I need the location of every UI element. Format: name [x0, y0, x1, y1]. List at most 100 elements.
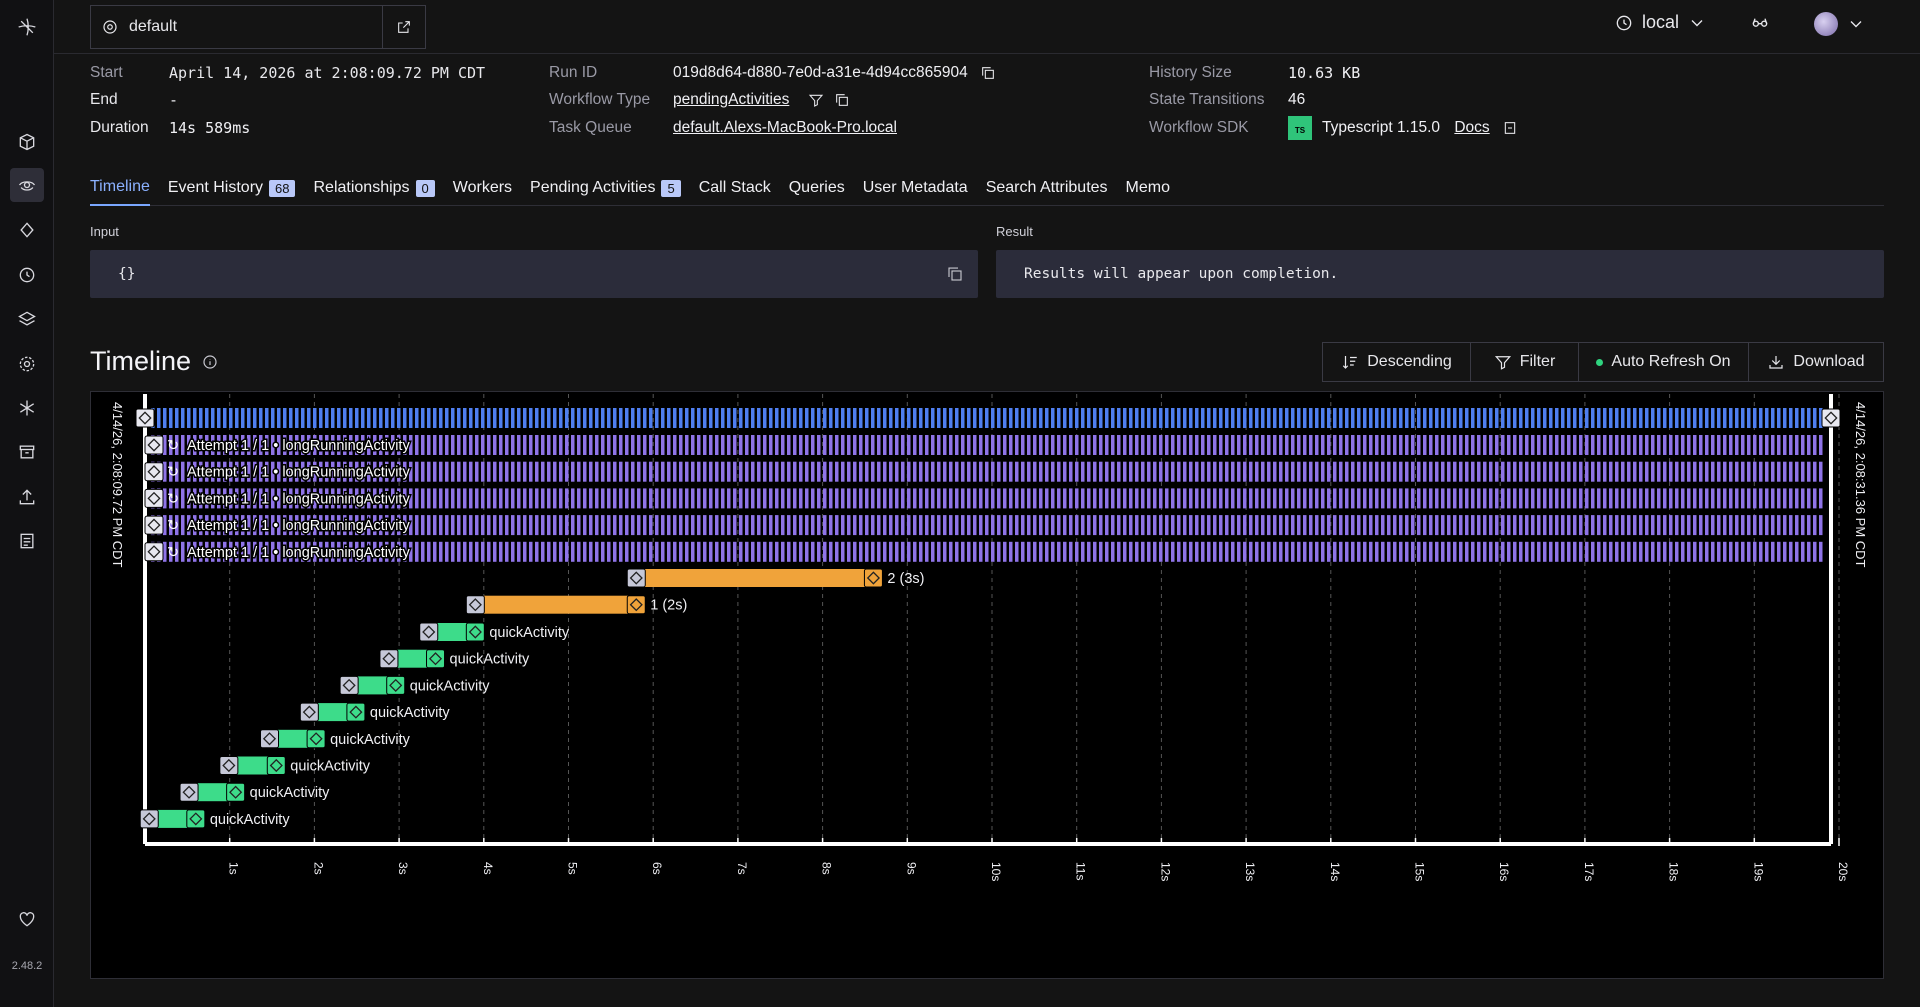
workflow-type-link[interactable]: pendingActivities	[673, 91, 790, 108]
layers-icon[interactable]	[10, 302, 44, 336]
workflow-sdk-row: TS Typescript 1.15.0 Docs	[1288, 116, 1518, 140]
typescript-badge: TS	[1288, 116, 1312, 140]
tab-relationships[interactable]: Relationships 0	[313, 170, 435, 206]
tab-search-attributes[interactable]: Search Attributes	[986, 170, 1108, 206]
archive-icon[interactable]	[10, 435, 44, 469]
heart-icon[interactable]	[10, 902, 44, 936]
workflow-type-row: pendingActivities	[673, 89, 850, 111]
pending-activity-label: Attempt 1 / 1 • longRunningActivity	[187, 491, 410, 507]
activity-end-marker	[306, 729, 326, 749]
docs-book-icon[interactable]	[1502, 120, 1518, 136]
tab-workers[interactable]: Workers	[453, 170, 512, 206]
settings-gear-icon[interactable]	[10, 347, 44, 381]
nexus-asterisk-icon[interactable]	[10, 391, 44, 425]
download-label: Download	[1793, 353, 1865, 370]
pending-activity-marker	[144, 488, 164, 508]
task-queue-row: default.Alexs-MacBook-Pro.local	[673, 117, 897, 139]
timeline-end-stamp: 4/14/26, 2:08:31.36 PM CDT	[1853, 402, 1868, 568]
pending-activity-bar	[151, 461, 1825, 482]
timer-bar	[636, 569, 874, 587]
timeline-chart: 1s 2s 3s 4s 5s 6s 7s 8s 9s 10s 11s 12s 13s 14s 15s 16s 1…	[90, 391, 1884, 979]
tab-queries[interactable]: Queries	[789, 170, 845, 206]
download-icon	[1769, 356, 1784, 369]
tab-timeline[interactable]: Timeline	[90, 170, 150, 206]
filter-icon[interactable]	[808, 92, 824, 108]
activity-label: quickActivity	[210, 812, 291, 828]
state-transitions-label: State Transitions	[1149, 91, 1265, 108]
tab-count-badge: 68	[269, 179, 296, 197]
sort-icon	[1343, 356, 1357, 369]
activity-label: quickActivity	[330, 732, 411, 748]
tab-count-badge: 0	[415, 179, 435, 197]
clock-icon	[1616, 15, 1632, 30]
workflows-eye-icon[interactable]	[10, 168, 44, 202]
tab-label: Relationships	[313, 179, 410, 196]
result-box: Results will appear upon completion.	[996, 250, 1884, 298]
pending-activity-label: Attempt 1 / 1 • longRunningActivity	[187, 545, 410, 561]
activity-bar	[349, 676, 396, 695]
copy-icon[interactable]	[980, 65, 996, 81]
temporal-logo-icon[interactable]	[10, 10, 44, 44]
pending-activity-bar	[151, 488, 1825, 509]
activity-end-marker	[346, 702, 366, 722]
activity-start-marker	[219, 756, 239, 775]
namespace-name: default	[129, 18, 178, 35]
cube-icon[interactable]	[10, 125, 44, 159]
tab-memo[interactable]: Memo	[1126, 170, 1170, 206]
activity-end-marker	[226, 782, 246, 802]
user-menu-button[interactable]	[1814, 12, 1866, 36]
tab-event-history[interactable]: Event History 68	[168, 170, 296, 206]
auto-refresh-toggle[interactable]: Auto Refresh On	[1579, 343, 1749, 381]
info-icon[interactable]	[201, 353, 219, 371]
tab-pending-activities[interactable]: Pending Activities 5	[530, 170, 681, 206]
environment-selector[interactable]: local	[1614, 12, 1707, 33]
schedules-clock-icon[interactable]	[10, 258, 44, 292]
pending-activity-marker-glyph	[147, 438, 161, 452]
activity-end-marker-glyph	[468, 625, 482, 639]
filter-button[interactable]: Filter	[1471, 343, 1579, 381]
docs-icon[interactable]	[10, 524, 44, 558]
tick-label: 18s	[1667, 862, 1681, 881]
task-queue-link[interactable]: default.Alexs-MacBook-Pro.local	[673, 119, 897, 136]
activity-start-marker-glyph	[182, 785, 196, 799]
sort-descending-button[interactable]: Descending	[1323, 343, 1471, 381]
activity-bar	[388, 649, 436, 668]
pending-activity-marker	[144, 542, 164, 562]
activity-end-marker-glyph	[309, 732, 323, 746]
copy-icon[interactable]	[946, 265, 964, 283]
copy-icon[interactable]	[834, 92, 850, 108]
activity-start-marker-glyph	[262, 732, 277, 746]
upload-icon[interactable]	[10, 480, 44, 514]
run-id-label: Run ID	[549, 64, 598, 81]
activity-start-marker	[299, 702, 319, 722]
theme-toggle-button[interactable]	[1750, 12, 1770, 32]
tick-label: 8s	[820, 862, 834, 875]
timer-start-marker-glyph	[468, 598, 482, 612]
download-button[interactable]: Download	[1749, 343, 1883, 381]
sidebar-nav: 2.48.2	[0, 0, 54, 1007]
activity-end-marker-glyph	[269, 758, 283, 773]
tick-label: 11s	[1074, 862, 1088, 880]
start-row: Start	[90, 62, 123, 84]
avatar	[1814, 12, 1838, 36]
activity-start-marker-glyph	[222, 758, 236, 773]
tick-label: 17s	[1582, 862, 1596, 881]
namespace-selector[interactable]: default	[90, 5, 426, 49]
tab-call-stack[interactable]: Call Stack	[699, 170, 771, 206]
pending-activity-label: Attempt 1 / 1 • longRunningActivity	[187, 438, 410, 454]
tick-label: 16s	[1497, 862, 1511, 881]
run-id-value: 019d8d64-d880-7e0d-a31e-4d94cc865904	[673, 64, 968, 81]
namespace-select[interactable]: default	[91, 6, 383, 48]
tab-user-metadata[interactable]: User Metadata	[863, 170, 968, 206]
activity-end-marker-glyph	[349, 705, 363, 719]
tab-label: Call Stack	[698, 179, 771, 196]
tick-label: 15s	[1413, 862, 1427, 881]
external-link-icon	[398, 21, 410, 33]
docs-link[interactable]: Docs	[1454, 119, 1490, 137]
diamond-icon[interactable]	[10, 213, 44, 247]
activity-bar	[269, 729, 317, 748]
external-link-button[interactable]	[383, 6, 425, 48]
activity-bar	[228, 756, 277, 775]
activity-start-marker-glyph	[382, 652, 396, 666]
pending-activity-retry-icon: ↻	[167, 545, 179, 561]
